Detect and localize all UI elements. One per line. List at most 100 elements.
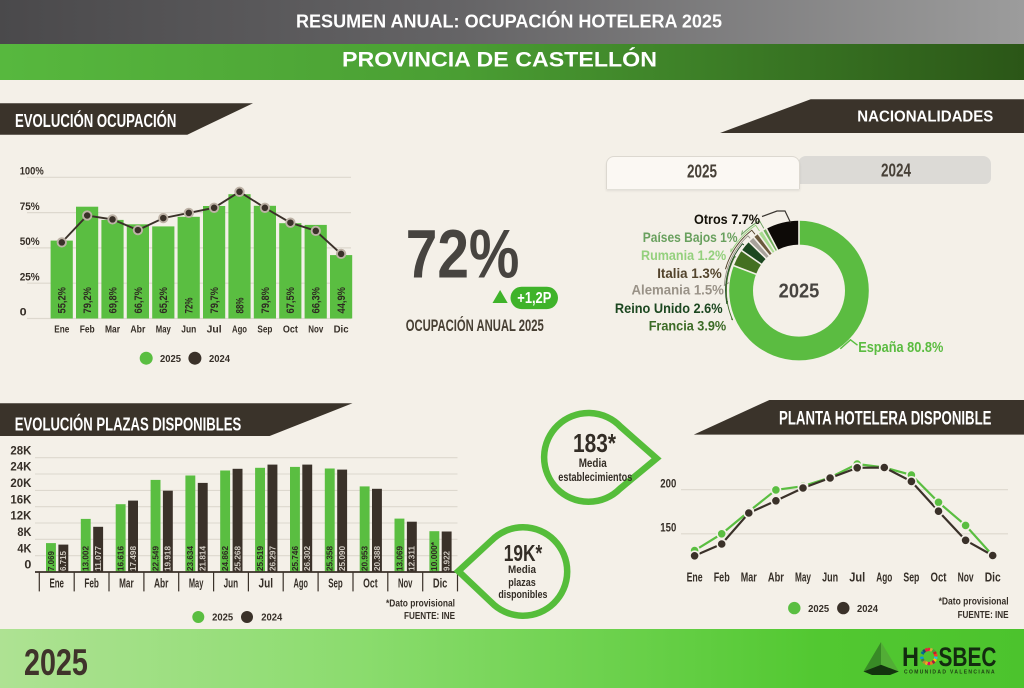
svg-text:2025: 2025 <box>687 162 717 182</box>
svg-text:Abr: Abr <box>768 571 784 585</box>
svg-text:Nov: Nov <box>308 324 323 335</box>
svg-text:Ago: Ago <box>232 324 247 335</box>
svg-text:10.000*: 10.000* <box>429 541 439 571</box>
svg-text:100%: 100% <box>20 166 44 178</box>
svg-text:FUENTE: INE: FUENTE: INE <box>958 609 1009 621</box>
svg-text:May: May <box>189 576 204 590</box>
svg-text:Ene: Ene <box>687 571 703 585</box>
svg-text:2024: 2024 <box>857 603 878 615</box>
svg-text:79,7%: 79,7% <box>209 287 221 314</box>
svg-text:69,8%: 69,8% <box>108 287 120 314</box>
svg-text:Sep: Sep <box>257 324 272 335</box>
svg-text:72%: 72% <box>184 297 196 313</box>
svg-text:55,2%: 55,2% <box>57 287 69 314</box>
svg-text:H: H <box>902 642 919 672</box>
svg-text:Feb: Feb <box>80 324 95 335</box>
svg-text:Ene: Ene <box>49 576 64 590</box>
svg-text:67,5%: 67,5% <box>285 287 297 314</box>
svg-text:2025: 2025 <box>160 353 181 365</box>
svg-text:20.388: 20.388 <box>372 546 382 571</box>
svg-text:Otros 7.7%: Otros 7.7% <box>694 211 760 227</box>
svg-text:2024: 2024 <box>881 160 911 180</box>
svg-text:establecimientos: establecimientos <box>558 470 632 484</box>
svg-text:Francia 3.9%: Francia 3.9% <box>649 318 727 334</box>
svg-text:Sep: Sep <box>903 571 919 585</box>
svg-text:RESUMEN ANUAL: OCUPACIÓN HOTEL: RESUMEN ANUAL: OCUPACIÓN HOTELERA 2025 <box>296 11 722 32</box>
svg-text:150: 150 <box>660 522 676 534</box>
svg-text:Ene: Ene <box>54 324 69 335</box>
svg-text:Oct: Oct <box>931 571 948 585</box>
svg-text:12.311: 12.311 <box>407 546 417 571</box>
svg-text:Feb: Feb <box>84 576 99 590</box>
svg-text:Mar: Mar <box>105 324 120 335</box>
svg-text:*Dato provisional: *Dato provisional <box>939 596 1009 608</box>
svg-text:0: 0 <box>24 560 31 572</box>
svg-text:72%: 72% <box>406 215 520 292</box>
svg-text:Dic: Dic <box>334 324 349 335</box>
svg-text:200: 200 <box>660 478 676 490</box>
svg-text:75%: 75% <box>20 201 40 213</box>
svg-text:21.814: 21.814 <box>198 546 208 571</box>
svg-text:Nov: Nov <box>398 576 413 590</box>
svg-text:9.922: 9.922 <box>442 551 452 571</box>
svg-text:Dic: Dic <box>433 576 448 590</box>
svg-text:May: May <box>156 324 171 335</box>
svg-text:25.358: 25.358 <box>325 546 335 571</box>
svg-text:*Dato provisional: *Dato provisional <box>386 597 455 609</box>
svg-text:May: May <box>795 571 811 585</box>
svg-text:8K: 8K <box>17 527 32 539</box>
svg-text:Abr: Abr <box>130 324 145 335</box>
svg-text:España 80.8%: España 80.8% <box>858 339 943 356</box>
svg-text:Ago: Ago <box>293 576 308 590</box>
svg-text:65,2%: 65,2% <box>158 287 170 314</box>
svg-text:28K: 28K <box>10 445 32 457</box>
svg-text:19K*: 19K* <box>504 540 543 566</box>
svg-text:Dic: Dic <box>985 571 1001 585</box>
svg-text:0: 0 <box>20 307 27 319</box>
svg-text:26.297: 26.297 <box>267 546 277 571</box>
svg-text:EVOLUCIÓN PLAZAS DISPONIBLES: EVOLUCIÓN PLAZAS DISPONIBLES <box>15 413 241 434</box>
svg-text:Reino Unido 2.6%: Reino Unido 2.6% <box>615 300 723 316</box>
svg-text:16K: 16K <box>10 494 32 506</box>
svg-text:Jun: Jun <box>224 576 239 590</box>
svg-text:Oct: Oct <box>363 576 378 590</box>
svg-text:Jun: Jun <box>181 324 196 335</box>
svg-text:Mar: Mar <box>741 571 757 585</box>
svg-text:50%: 50% <box>20 236 40 248</box>
svg-text:25.519: 25.519 <box>255 546 265 571</box>
svg-text:88%: 88% <box>234 297 246 313</box>
svg-text:2025: 2025 <box>808 603 829 615</box>
svg-text:Jul: Jul <box>207 324 222 335</box>
svg-text:EVOLUCIÓN OCUPACIÓN: EVOLUCIÓN OCUPACIÓN <box>15 110 176 131</box>
svg-text:25.090: 25.090 <box>337 546 347 571</box>
svg-text:FUENTE: INE: FUENTE: INE <box>404 610 455 622</box>
svg-text:Feb: Feb <box>714 571 730 585</box>
svg-text:25%: 25% <box>20 271 40 283</box>
svg-text:44,9%: 44,9% <box>336 287 348 314</box>
svg-text:Alemania 1.5%: Alemania 1.5% <box>632 282 725 298</box>
svg-text:79,2%: 79,2% <box>82 287 94 314</box>
svg-text:19.918: 19.918 <box>163 546 173 571</box>
svg-text:20K: 20K <box>10 478 32 490</box>
svg-text:COMUNIDAD VALENCIANA: COMUNIDAD VALENCIANA <box>904 670 996 676</box>
svg-text:2024: 2024 <box>261 611 282 623</box>
svg-text:Oct: Oct <box>283 324 299 335</box>
svg-text:plazas: plazas <box>508 577 536 589</box>
svg-text:16.616: 16.616 <box>116 546 126 571</box>
svg-text:Países Bajos 1%: Países Bajos 1% <box>643 229 738 245</box>
svg-text:Nov: Nov <box>958 571 974 585</box>
svg-text:PLANTA HOTELERA DISPONIBLE: PLANTA HOTELERA DISPONIBLE <box>779 409 992 430</box>
svg-text:Rumania 1.2%: Rumania 1.2% <box>641 247 727 263</box>
svg-text:17.498: 17.498 <box>128 546 138 571</box>
svg-text:79,8%: 79,8% <box>260 287 272 314</box>
svg-text:24K: 24K <box>10 462 32 474</box>
svg-text:22.549: 22.549 <box>150 546 160 571</box>
svg-text:+1,2P: +1,2P <box>517 290 551 307</box>
svg-text:11.077: 11.077 <box>93 546 103 571</box>
svg-text:Jul: Jul <box>849 571 865 585</box>
svg-text:Jun: Jun <box>822 571 838 585</box>
svg-text:2025: 2025 <box>779 280 820 302</box>
svg-text:PROVINCIA DE CASTELLÓN: PROVINCIA DE CASTELLÓN <box>342 48 657 72</box>
svg-text:23.634: 23.634 <box>185 546 195 571</box>
svg-text:2025: 2025 <box>212 611 233 623</box>
